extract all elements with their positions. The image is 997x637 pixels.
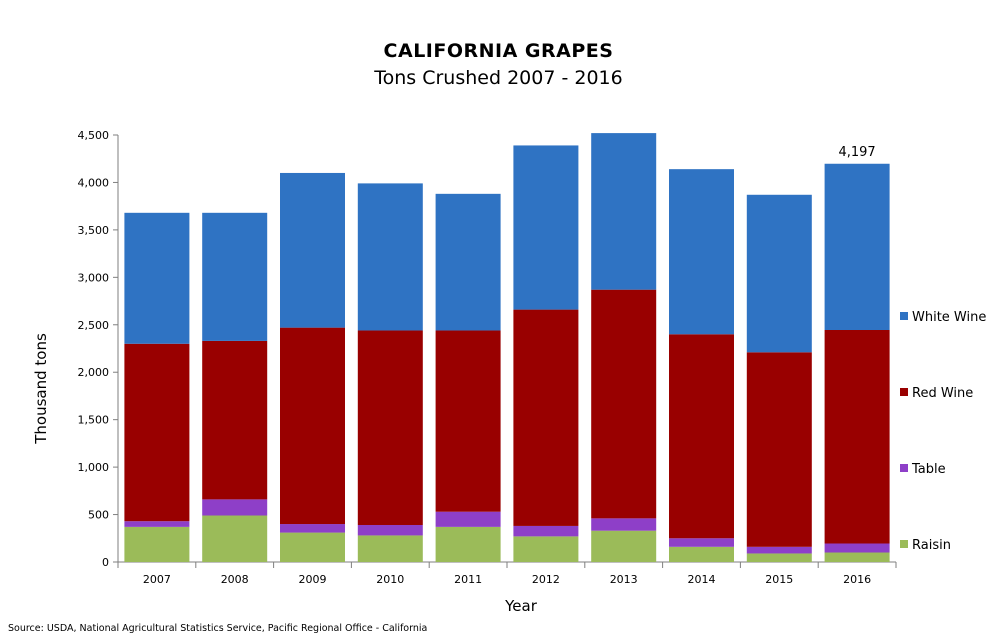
bar-table-2010 — [357, 524, 423, 536]
bar-white-wine-2014 — [669, 169, 734, 335]
x-tick-label: 2007 — [143, 573, 171, 586]
x-tick-label: 2015 — [765, 573, 793, 586]
legend-label-red-wine: Red Wine — [912, 386, 973, 401]
bar-red-wine-2012 — [513, 309, 579, 526]
y-tick-label: 1,000 — [78, 461, 110, 474]
x-tick-label: 2011 — [454, 573, 482, 586]
bar-table-2014 — [669, 538, 734, 547]
legend-swatch-white-wine — [900, 312, 908, 320]
bar-table-2009 — [280, 524, 345, 533]
bar-table-2011 — [435, 511, 501, 527]
x-tick-label: 2010 — [376, 573, 404, 586]
bar-white-wine-2008 — [202, 212, 268, 341]
chart-title: CALIFORNIA GRAPES — [383, 40, 614, 62]
bar-table-2016 — [824, 543, 890, 553]
bar-red-wine-2010 — [357, 330, 423, 525]
bar-red-wine-2015 — [746, 352, 812, 547]
y-tick-label: 1,500 — [78, 414, 110, 427]
chart-subtitle: Tons Crushed 2007 - 2016 — [374, 67, 623, 89]
bar-white-wine-2007 — [124, 212, 190, 344]
bar-raisin-2016 — [824, 552, 890, 562]
bar-table-2007 — [124, 521, 190, 527]
source-note: Source: USDA, National Agricultural Stat… — [8, 623, 428, 634]
bar-red-wine-2016 — [824, 329, 890, 544]
bar-raisin-2013 — [591, 530, 657, 562]
y-tick-label: 500 — [88, 509, 109, 522]
bar-raisin-2010 — [357, 535, 423, 562]
bar-red-wine-2009 — [280, 327, 345, 525]
bar-raisin-2009 — [280, 532, 345, 562]
y-tick-label: 4,000 — [78, 176, 110, 189]
x-tick-label: 2013 — [610, 573, 638, 586]
bar-table-2013 — [591, 518, 657, 531]
bar-white-wine-2010 — [357, 183, 423, 331]
y-tick-label: 0 — [102, 556, 109, 569]
bar-white-wine-2009 — [280, 172, 345, 328]
y-tick-label: 4,500 — [78, 129, 110, 142]
y-tick-label: 3,000 — [78, 271, 110, 284]
bar-red-wine-2007 — [124, 343, 190, 522]
bar-white-wine-2012 — [513, 145, 579, 310]
bar-raisin-2012 — [513, 536, 579, 562]
x-tick-label: 2008 — [221, 573, 249, 586]
y-tick-label: 2,500 — [78, 319, 110, 332]
bar-red-wine-2011 — [435, 330, 501, 512]
bar-red-wine-2013 — [591, 289, 657, 519]
x-tick-label: 2009 — [299, 573, 327, 586]
y-tick-label: 3,500 — [78, 224, 110, 237]
bar-white-wine-2013 — [591, 133, 657, 290]
bar-table-2015 — [746, 546, 812, 554]
x-tick-label: 2016 — [843, 573, 871, 586]
bar-red-wine-2008 — [202, 340, 268, 500]
legend-label-table: Table — [911, 462, 946, 477]
x-tick-label: 2012 — [532, 573, 560, 586]
bar-raisin-2011 — [435, 526, 501, 562]
x-tick-label: 2014 — [688, 573, 716, 586]
y-tick-label: 2,000 — [78, 366, 110, 379]
legend-swatch-table — [900, 464, 908, 472]
bar-table-2012 — [513, 525, 579, 537]
bar-red-wine-2014 — [669, 334, 734, 539]
bar-raisin-2014 — [669, 546, 734, 562]
bar-white-wine-2015 — [746, 194, 812, 353]
bar-white-wine-2016 — [824, 163, 890, 330]
legend-label-white-wine: White Wine — [912, 310, 986, 325]
bar-raisin-2008 — [202, 515, 268, 562]
bar-white-wine-2011 — [435, 193, 501, 331]
y-axis-title: Thousand tons — [32, 333, 50, 445]
bar-raisin-2015 — [746, 553, 812, 562]
legend-label-raisin: Raisin — [912, 538, 951, 553]
legend-swatch-red-wine — [900, 388, 908, 396]
total-label: 4,197 — [838, 145, 875, 160]
bar-table-2008 — [202, 499, 268, 516]
legend-swatch-raisin — [900, 540, 908, 548]
bar-raisin-2007 — [124, 526, 190, 562]
x-axis-title: Year — [504, 597, 538, 615]
